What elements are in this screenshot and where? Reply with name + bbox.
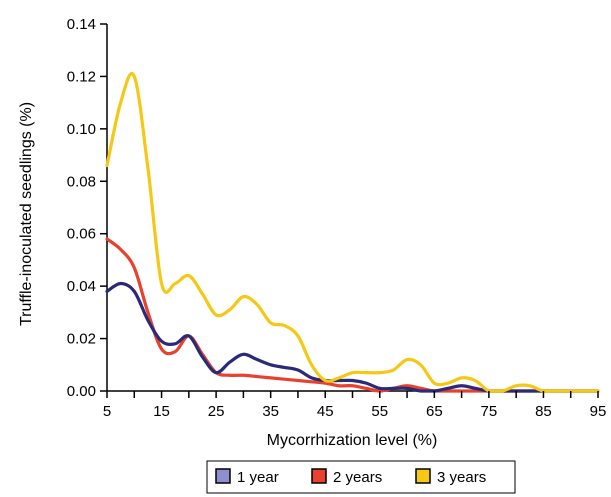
legend-swatch <box>215 468 231 484</box>
plot-area <box>105 72 600 393</box>
y-tick-label: 0.06 <box>67 226 96 243</box>
y-tick-label: 0.08 <box>67 173 96 190</box>
legend-swatch <box>415 468 431 484</box>
y-tick-label: 0.04 <box>67 278 96 295</box>
y-tick-label: 0.10 <box>67 121 96 138</box>
y-tick-label: 0.14 <box>67 16 96 33</box>
x-tick-label: 85 <box>535 403 552 420</box>
x-axis-title: Mycorrhization level (%) <box>267 432 438 449</box>
series-line-2-years <box>105 237 600 393</box>
x-tick-label: 55 <box>371 403 388 420</box>
axes <box>106 24 598 392</box>
y-tick-label: 0.02 <box>67 331 96 348</box>
legend-label: 1 year <box>237 469 279 486</box>
y-axis-title: Truffle-inoculated seedlings (%) <box>18 102 35 326</box>
x-tick-label: 45 <box>317 403 334 420</box>
x-tick-label: 25 <box>208 403 225 420</box>
y-tick-label: 0.00 <box>67 383 96 400</box>
x-tick-label: 35 <box>262 403 279 420</box>
legend-label: 2 years <box>333 469 382 486</box>
x-tick-label: 15 <box>153 403 170 420</box>
legend: 1 year 2 years 3 years <box>206 460 516 494</box>
x-axis-ticks: 5 15 25 35 45 55 65 75 85 95 <box>103 391 607 420</box>
y-tick-label: 0.12 <box>67 68 96 85</box>
series-line-1-year <box>105 281 600 393</box>
y-axis-ticks: 0.00 0.02 0.04 0.06 0.08 0.10 0.12 0.14 <box>67 16 107 400</box>
legend-box <box>206 460 516 494</box>
x-tick-label: 95 <box>590 403 607 420</box>
x-tick-label: 5 <box>103 403 111 420</box>
legend-label: 3 years <box>437 469 486 486</box>
x-tick-label: 65 <box>426 403 443 420</box>
series-line-3-years <box>105 72 600 393</box>
x-tick-label: 75 <box>481 403 498 420</box>
legend-swatch <box>311 468 327 484</box>
